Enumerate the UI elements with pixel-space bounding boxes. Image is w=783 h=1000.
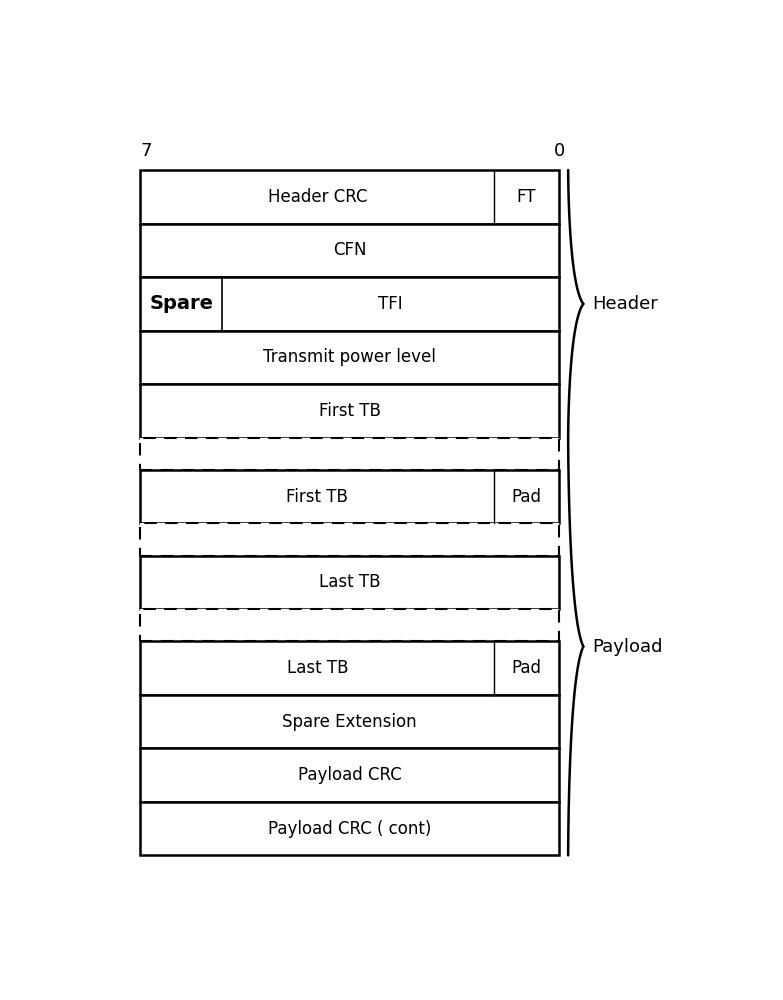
Text: Spare Extension: Spare Extension: [283, 713, 417, 731]
Text: Payload: Payload: [593, 638, 663, 656]
Text: CFN: CFN: [333, 241, 366, 259]
Bar: [140, 438, 559, 470]
Bar: [140, 224, 559, 277]
Bar: [140, 277, 559, 331]
Bar: [140, 609, 559, 641]
Text: First TB: First TB: [319, 402, 381, 420]
Bar: [140, 331, 559, 384]
Text: Payload CRC: Payload CRC: [298, 766, 402, 784]
Text: Header: Header: [593, 295, 659, 313]
Text: Pad: Pad: [511, 659, 542, 677]
Text: 7: 7: [140, 142, 152, 160]
Text: Pad: Pad: [511, 488, 542, 506]
Bar: [140, 384, 559, 438]
Bar: [140, 556, 559, 609]
Text: FT: FT: [517, 188, 536, 206]
Bar: [140, 695, 559, 748]
Text: TFI: TFI: [378, 295, 402, 313]
Bar: [140, 523, 559, 556]
Text: Transmit power level: Transmit power level: [263, 348, 436, 366]
Bar: [140, 470, 559, 523]
Bar: [140, 802, 559, 855]
Bar: [140, 641, 559, 695]
Bar: [140, 170, 559, 224]
Bar: [140, 748, 559, 802]
Text: First TB: First TB: [287, 488, 348, 506]
Text: Last TB: Last TB: [287, 659, 348, 677]
Text: Spare: Spare: [150, 294, 213, 313]
Text: Payload CRC ( cont): Payload CRC ( cont): [268, 820, 431, 838]
Text: 0: 0: [554, 142, 565, 160]
Text: Header CRC: Header CRC: [268, 188, 367, 206]
Text: Last TB: Last TB: [319, 573, 381, 591]
